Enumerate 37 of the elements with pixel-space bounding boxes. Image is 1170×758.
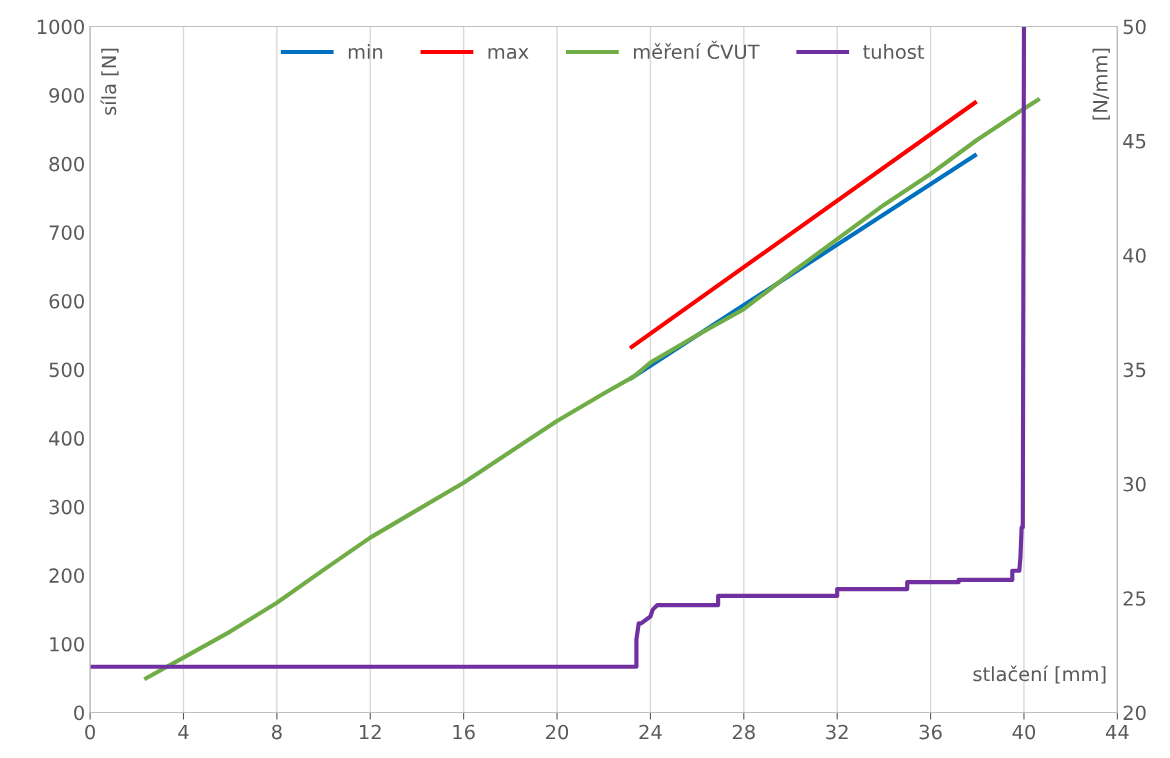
y2-tick-label: 25 bbox=[1123, 591, 1146, 606]
x-tick-label: 28 bbox=[732, 724, 755, 740]
y2-tick-label: 40 bbox=[1123, 248, 1146, 263]
legend-label: min bbox=[348, 44, 383, 59]
y-axis-title: síla [N] bbox=[100, 48, 119, 115]
x-tick-label: 40 bbox=[1012, 724, 1036, 740]
y2-tick-label: 30 bbox=[1123, 476, 1146, 492]
y-tick-label: 700 bbox=[49, 225, 84, 240]
y-tick-label: 0 bbox=[74, 705, 84, 721]
y-tick-label: 800 bbox=[49, 156, 84, 172]
y-tick-label: 500 bbox=[49, 362, 84, 378]
x-tick-label: 0 bbox=[85, 724, 95, 740]
y-tick-label: 200 bbox=[49, 568, 84, 583]
legend-label: max bbox=[488, 47, 529, 60]
y-tick-label: 1000 bbox=[37, 19, 84, 35]
x-tick-label: 4 bbox=[178, 724, 189, 740]
legend-label: měření ČVUT bbox=[633, 40, 760, 60]
x-tick-label: 32 bbox=[826, 724, 848, 740]
x-tick-label: 8 bbox=[272, 724, 282, 740]
x-tick-label: 20 bbox=[546, 724, 569, 740]
y-tick-label: 900 bbox=[49, 88, 84, 103]
x-tick-label: 12 bbox=[360, 724, 381, 740]
legend-label: tuhost bbox=[863, 44, 925, 60]
y2-axis-title: [N/mm] bbox=[1092, 48, 1110, 120]
x-tick-label: 36 bbox=[919, 724, 942, 740]
y-tick-label: 100 bbox=[50, 636, 84, 652]
x-tick-label: 24 bbox=[639, 724, 662, 740]
y2-tick-label: 45 bbox=[1123, 134, 1146, 149]
x-axis-title: stlačení [mm] bbox=[973, 665, 1106, 684]
y2-tick-label: 50 bbox=[1123, 19, 1146, 35]
y2-tick-label: 35 bbox=[1123, 362, 1146, 378]
x-tick-label: 44 bbox=[1105, 724, 1129, 740]
y2-tick-label: 20 bbox=[1123, 705, 1146, 721]
y-tick-label: 400 bbox=[49, 431, 84, 446]
y-tick-label: 600 bbox=[49, 293, 84, 309]
x-tick-label: 16 bbox=[453, 724, 475, 740]
y-tick-label: 300 bbox=[49, 499, 84, 515]
